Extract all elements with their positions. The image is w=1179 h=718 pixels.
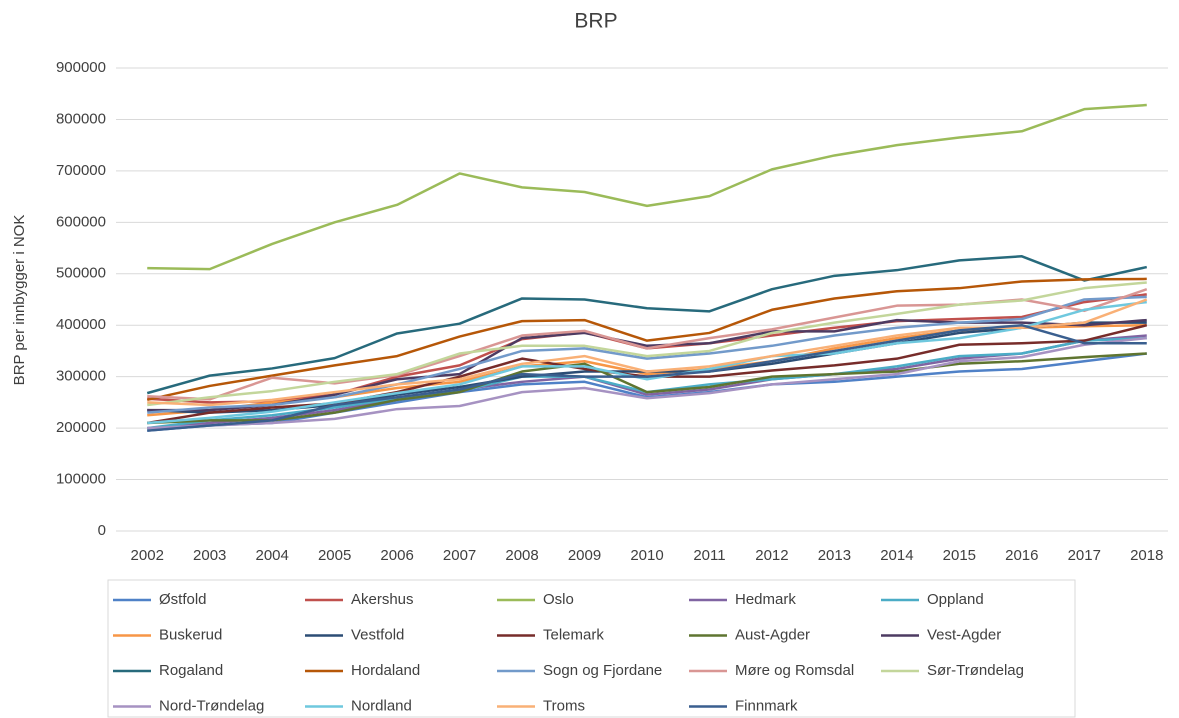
series-line (147, 295, 1147, 414)
legend-label: Rogaland (159, 662, 223, 679)
legend-label: Vestfold (351, 626, 404, 643)
legend-label: Akershus (351, 591, 414, 608)
y-tick-label: 900000 (56, 59, 106, 76)
series-line (147, 298, 1148, 407)
x-tick-label: 2016 (1005, 547, 1038, 564)
chart-title: BRP (574, 10, 617, 33)
legend-label: Buskerud (159, 626, 222, 643)
y-tick-label: 600000 (56, 213, 106, 230)
legend-label: Sogn og Fjordane (543, 662, 662, 679)
legend-label: Finnmark (735, 697, 798, 714)
legend-box (107, 579, 1076, 718)
series-line (147, 323, 1147, 432)
series-line (147, 352, 1147, 425)
series-line (147, 334, 1147, 430)
y-tick-label: 0 (98, 522, 106, 539)
legend-label: Møre og Romsdal (735, 662, 854, 679)
y-tick-label: 800000 (56, 110, 106, 127)
y-tick-label: 700000 (56, 162, 106, 179)
x-tick-label: 2017 (1068, 547, 1101, 564)
series-line (146, 277, 1147, 402)
y-axis-label: BRP per innbygger i NOK (11, 215, 28, 386)
legend-label: Troms (543, 697, 585, 714)
series-line (147, 103, 1147, 271)
series-line (147, 281, 1147, 407)
x-tick-label: 2008 (505, 547, 538, 564)
x-tick-label: 2010 (630, 547, 663, 564)
x-tick-label: 2009 (568, 547, 601, 564)
x-tick-label: 2014 (880, 547, 913, 564)
x-tick-label: 2002 (131, 547, 164, 564)
y-tick-label: 500000 (56, 265, 106, 282)
legend-label: Østfold (159, 591, 207, 608)
y-tick-label: 100000 (56, 471, 106, 488)
x-tick-label: 2012 (755, 547, 788, 564)
x-tick-label: 2005 (318, 547, 351, 564)
legend-label: Aust-Agder (735, 626, 810, 643)
series-line (146, 255, 1148, 395)
y-tick-label: 300000 (56, 368, 106, 385)
x-tick-label: 2011 (693, 547, 725, 564)
series-line (147, 336, 1147, 430)
x-tick-label: 2004 (255, 547, 288, 564)
x-tick-label: 2003 (193, 547, 226, 564)
legend-label: Oslo (543, 591, 574, 608)
x-tick-label: 2013 (818, 547, 851, 564)
legend-label: Vest-Agder (927, 626, 1001, 643)
series-line (147, 300, 1147, 425)
x-tick-label: 2007 (443, 547, 476, 564)
legend-label: Telemark (543, 626, 604, 643)
x-tick-label: 2006 (380, 547, 413, 564)
legend-label: Sør-Trøndelag (927, 662, 1024, 679)
legend-label: Oppland (927, 591, 984, 608)
y-tick-label: 400000 (56, 316, 106, 333)
x-tick-label: 2018 (1130, 547, 1163, 564)
legend-label: Hedmark (735, 591, 796, 608)
legend-label: Hordaland (351, 662, 420, 679)
legend-label: Nord-Trøndelag (159, 697, 264, 714)
legend-label: Nordland (351, 697, 412, 714)
x-tick-label: 2015 (943, 547, 976, 564)
y-tick-label: 200000 (56, 419, 106, 436)
